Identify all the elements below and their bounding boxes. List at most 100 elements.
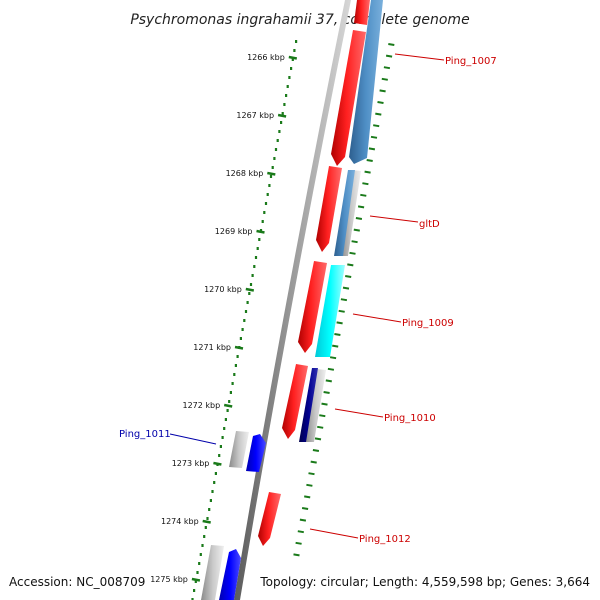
scale-tick-label: 1275 kbp [150, 575, 188, 584]
outer-ring-tick [327, 367, 335, 371]
scale-dot [244, 310, 248, 313]
scale-dot [194, 580, 197, 583]
scale-tick [234, 345, 244, 350]
gene-arrow-ping-1012-cds [258, 492, 281, 546]
outer-ring-tick [364, 170, 371, 174]
scale-dot [234, 364, 237, 367]
outer-ring-tick [317, 425, 324, 429]
scale-dot [273, 157, 276, 160]
gene-label-ping-1011: Ping_1011 [119, 429, 171, 440]
scale-dot [243, 319, 246, 322]
scale-dot [199, 553, 202, 556]
scale-tick [213, 461, 222, 466]
scale-tick [288, 55, 298, 60]
outer-ring-tick [355, 217, 363, 220]
outer-ring-tick [353, 228, 360, 232]
scale-dot [274, 148, 278, 151]
genome-summary-text: Topology: circular; Length: 4,559,598 bp… [259, 575, 590, 589]
scale-tick [256, 229, 265, 234]
scale-tick-label: 1270 kbp [204, 285, 242, 294]
outer-ring-tick [336, 321, 343, 325]
leader-line-ping-1007 [394, 53, 445, 61]
outer-ring-tick [383, 66, 391, 70]
gene-arrow-gltd [334, 170, 355, 256]
outer-ring-tick [373, 124, 380, 128]
scale-dot [248, 292, 251, 295]
scale-dot [211, 490, 214, 493]
outer-ring-tick [297, 530, 304, 534]
scale-dot [269, 175, 273, 178]
gene-arrow-gltd-cds [316, 166, 342, 252]
scale-dot [226, 409, 229, 412]
scale-tick [267, 171, 276, 176]
scale-dot [241, 328, 244, 331]
gene-label-ping-1009: Ping_1009 [402, 318, 454, 329]
scale-dot [221, 436, 224, 439]
outer-ring-tick [338, 309, 345, 313]
scale-dot [283, 103, 286, 106]
leader-line-ping-1010 [334, 408, 384, 418]
gene-arrow-partial-top [354, 0, 370, 25]
outer-ring-tick [360, 193, 367, 197]
gene-arrow-ping-1009-cds [298, 261, 327, 353]
scale-dot [198, 562, 201, 565]
outer-ring-tick [295, 541, 302, 545]
scale-dot [259, 229, 263, 232]
scale-tick-label: 1273 kbp [172, 459, 210, 468]
scale-dot [214, 472, 217, 475]
outer-ring-tick [293, 553, 300, 557]
gene-label-ping-1012: Ping_1012 [359, 534, 411, 545]
outer-ring-tick [347, 263, 354, 267]
scale-track [191, 40, 298, 600]
scale-dot [258, 238, 261, 241]
scale-dot [254, 256, 258, 259]
gene-arrow-bottom-blue [219, 549, 241, 600]
cds-track-forward [258, 0, 370, 546]
scale-tick-label: 1274 kbp [161, 517, 199, 526]
scale-dot [236, 355, 239, 358]
outer-ring-tick [349, 251, 356, 255]
outer-ring-tick [299, 518, 307, 522]
gene-label-ping-1010: Ping_1010 [384, 413, 436, 424]
outer-ring-tick [377, 101, 384, 104]
scale-dot [295, 40, 298, 43]
scale-tick [223, 403, 233, 408]
leader-line-ping-1009 [352, 313, 402, 323]
gene-arrow-ping-1011-gray [229, 431, 249, 468]
scale-tick-label: 1271 kbp [193, 343, 231, 352]
outer-ring-tick [329, 356, 337, 360]
outer-ring-tick [370, 135, 378, 139]
leader-line-ping-1012 [309, 528, 359, 539]
leader-line-ping-1011 [169, 433, 217, 445]
gene-arrow-ping-1011 [246, 434, 266, 472]
scale-tick-label: 1267 kbp [236, 111, 274, 120]
outer-ring-tick [325, 379, 332, 383]
gene-arrow-ping-1007-cds [331, 30, 366, 166]
gene-label-gltd: gltD [419, 219, 440, 230]
scale-tick-label: 1268 kbp [226, 169, 264, 178]
scale-dot [191, 598, 194, 600]
scale-dot [290, 67, 293, 70]
gene-arrow-ping-1010-gray [305, 369, 326, 442]
map-title: Psychromonas ingrahamii 37, complete gen… [130, 12, 469, 28]
scale-dot [231, 382, 234, 385]
scale-dot [233, 373, 236, 376]
scale-dot [263, 211, 266, 214]
scale-dot [251, 274, 254, 277]
outer-ring-tick [366, 159, 373, 162]
scale-dot [218, 454, 221, 457]
scale-dot [239, 337, 242, 340]
outer-ring-tick [312, 449, 320, 452]
scale-dot [271, 166, 274, 169]
outer-ring-tick [345, 275, 352, 278]
outer-ring-tick [306, 483, 313, 487]
scale-dot [293, 49, 296, 52]
scale-dot [201, 544, 204, 547]
scale-tick-label: 1266 kbp [247, 53, 285, 62]
outer-ring-ticks [293, 43, 395, 557]
scale-dot [261, 220, 264, 223]
scale-dot [246, 301, 249, 304]
gene-label-ping-1007: Ping_1007 [445, 56, 497, 67]
scale-dot [223, 427, 226, 430]
